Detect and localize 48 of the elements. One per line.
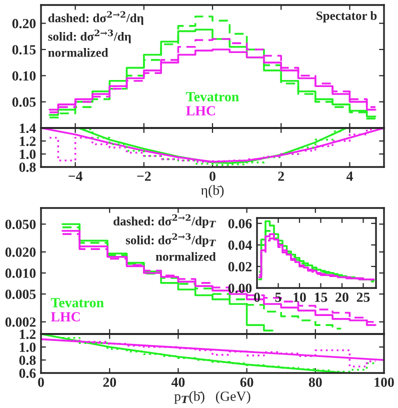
y-tick-label: 0.6 xyxy=(19,368,36,378)
annotation: normalized xyxy=(48,48,108,57)
y-tick-label: 0.05 xyxy=(12,97,36,107)
y-tick-label: 0.8 xyxy=(19,162,36,172)
text: LHC xyxy=(186,106,215,116)
y-tick-label: 0.15 xyxy=(12,45,36,55)
annotation: dashed: dσ$^{2→2}$/dp$_{T}$ xyxy=(114,214,216,228)
y-tick-label: 1.0 xyxy=(20,150,36,160)
x-tick-label: −4 xyxy=(68,172,82,181)
y-tick-label: 0.020 xyxy=(5,248,36,257)
y-tick-label: 0.005 xyxy=(5,290,36,300)
y-tick-label: 1.2 xyxy=(20,136,36,146)
annotation: dashed: dσ$^{2→2}$/dη xyxy=(48,11,144,25)
annotation: solid: dσ$^{2→3}$/dp$_{T}$ xyxy=(126,233,216,247)
y-tick-label: 0.10 xyxy=(12,71,36,81)
x-tick-label: 15 xyxy=(314,292,328,302)
y-tick-label: 0.010 xyxy=(5,268,36,278)
x-tick-label: 2 xyxy=(278,172,284,181)
text: Tevatron xyxy=(186,92,239,102)
x-axis-title: η(b̄) xyxy=(200,185,224,198)
y-tick-label: 1.4 xyxy=(20,124,36,134)
y-tick-label: 1.2 xyxy=(20,330,36,340)
x-tick-label: 80 xyxy=(308,378,322,387)
y-tick-label: 0.002 xyxy=(5,317,36,327)
y-tick-label: 0.06 xyxy=(228,218,252,228)
y-tick-label: 0.8 xyxy=(19,356,36,366)
text: Tevatron xyxy=(50,298,104,308)
y-tick-label: 0.050 xyxy=(5,220,36,230)
x-axis-title: p$_{T}$(b̄) (GeV) xyxy=(174,391,250,404)
annotation: solid: dσ$^{2→3}$/dη xyxy=(48,30,131,44)
x-tick-label: 4 xyxy=(346,172,353,181)
annotation: Spectator b xyxy=(316,11,377,22)
x-tick-label: 40 xyxy=(171,378,185,387)
x-tick-label: 0 xyxy=(210,172,216,181)
y-tick-label: 1.0 xyxy=(20,342,36,352)
x-tick-label: −2 xyxy=(137,172,151,181)
x-tick-label: 0 xyxy=(38,378,44,387)
y-tick-label: 0.20 xyxy=(12,18,36,28)
x-tick-label: 25 xyxy=(356,292,370,302)
x-tick-label: 20 xyxy=(336,292,348,302)
annotation: normalized xyxy=(156,252,216,261)
y-tick-label: 0.04 xyxy=(228,240,252,250)
x-tick-label: 100 xyxy=(374,378,394,387)
y-tick-label: 0.02 xyxy=(228,262,252,272)
x-tick-label: 20 xyxy=(103,378,116,387)
text: LHC xyxy=(50,312,80,322)
x-tick-label: 10 xyxy=(294,292,306,302)
x-tick-label: 60 xyxy=(240,378,254,387)
